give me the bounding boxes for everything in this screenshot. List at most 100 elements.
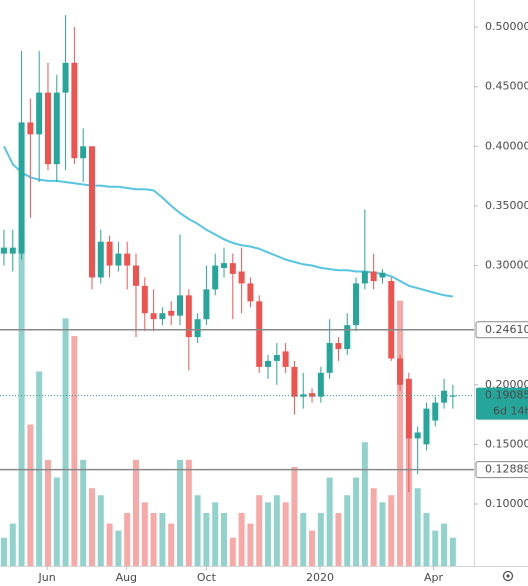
volume-bar <box>185 459 192 566</box>
candle-body <box>291 366 298 397</box>
volume-bar <box>282 502 289 566</box>
price-label-box <box>475 461 528 479</box>
volume-bar <box>449 537 456 566</box>
candle-body <box>353 283 360 326</box>
y-tick-label: 0.20000 <box>485 378 528 391</box>
candle-body <box>238 271 245 284</box>
x-tick-label: Oct <box>197 571 217 584</box>
volume-bar <box>423 512 430 566</box>
candle-body <box>18 122 25 254</box>
volume-bar <box>88 488 95 566</box>
candle-body <box>370 271 377 282</box>
volume-bar <box>388 495 395 566</box>
volume-bar <box>159 512 166 566</box>
x-tick-label: 2020 <box>306 571 334 584</box>
candle-body <box>229 263 236 274</box>
candle-body <box>256 301 263 367</box>
candle-body <box>326 343 333 373</box>
candle-body <box>273 354 280 361</box>
volume-bar <box>168 523 175 566</box>
volume-bar <box>27 424 34 566</box>
y-tick-label: 0.45000 <box>485 80 528 93</box>
candle-body <box>309 393 316 397</box>
candle-body <box>27 122 34 135</box>
candle-body <box>282 351 289 367</box>
candle-body <box>265 360 272 367</box>
gear-center[interactable] <box>506 574 510 578</box>
moving-average <box>3 145 454 298</box>
candle-body <box>388 281 395 359</box>
volume-bar <box>115 530 122 566</box>
candle-body <box>132 265 139 286</box>
y-tick-label: 0.30000 <box>485 259 528 272</box>
volume-bar <box>177 459 184 566</box>
volume-bar <box>132 459 139 566</box>
candle-body <box>432 402 439 421</box>
volume-bar <box>97 495 104 566</box>
volume-bar <box>309 530 316 566</box>
candle-body <box>335 343 342 349</box>
volume-bar <box>9 523 16 566</box>
volume-bar <box>36 371 43 566</box>
candle-body <box>97 241 104 278</box>
x-tick-label: Jun <box>37 571 55 584</box>
price-label: 0.24610 <box>485 323 528 336</box>
candle-body <box>185 295 192 338</box>
candle-body <box>9 247 16 254</box>
candle-body <box>247 283 254 302</box>
volume-bar <box>414 488 421 566</box>
volume-bar <box>53 477 60 566</box>
candle-body <box>449 395 456 397</box>
volume-bar <box>18 229 25 566</box>
candle-body <box>168 310 175 316</box>
volume-bar <box>361 442 368 566</box>
candle-body <box>106 241 113 266</box>
volume-bar <box>353 477 360 566</box>
volume-bar <box>300 512 307 566</box>
countdown-label: 6d 14h <box>493 405 528 418</box>
volume-bar <box>141 502 148 566</box>
candle-body <box>44 92 51 165</box>
volume-bar <box>71 336 78 566</box>
volume-bar <box>441 523 448 566</box>
candle-body <box>441 390 448 403</box>
candle-body <box>379 272 386 278</box>
y-tick-label: 0.10000 <box>485 497 528 510</box>
gear[interactable] <box>502 570 514 582</box>
candle-body <box>88 146 95 278</box>
volume-bar <box>44 459 51 566</box>
candle-body <box>194 319 201 338</box>
price-label-box <box>475 321 528 339</box>
candle-body <box>212 265 219 290</box>
candle-body <box>414 432 421 439</box>
volume-bar <box>405 424 412 566</box>
candle-body <box>317 372 324 397</box>
volume-bar <box>124 512 131 566</box>
y-tick-label: 0.40000 <box>485 139 528 152</box>
candle-body <box>344 325 351 349</box>
candle-body <box>150 313 157 320</box>
candle-body <box>405 378 412 439</box>
volume-bar <box>106 523 113 566</box>
price-label: 0.12888 <box>485 463 528 476</box>
candle-body <box>80 146 87 159</box>
candle-body <box>71 62 78 159</box>
volume-bar <box>194 495 201 566</box>
candle-body <box>159 313 166 320</box>
volume-bar <box>397 300 404 566</box>
volume-bar <box>212 502 219 566</box>
volume-bar <box>370 488 377 566</box>
volume-bar <box>238 512 245 566</box>
last-price-label: 0.19085 <box>485 389 528 402</box>
candle-body <box>221 263 228 268</box>
volume-bar <box>221 512 228 566</box>
settings-icon[interactable] <box>502 570 514 582</box>
volume-bar <box>247 523 254 566</box>
candle-body <box>0 247 7 254</box>
y-tick-label: 0.50000 <box>485 20 528 33</box>
candle-body <box>36 92 43 135</box>
volume-bar <box>291 466 298 566</box>
